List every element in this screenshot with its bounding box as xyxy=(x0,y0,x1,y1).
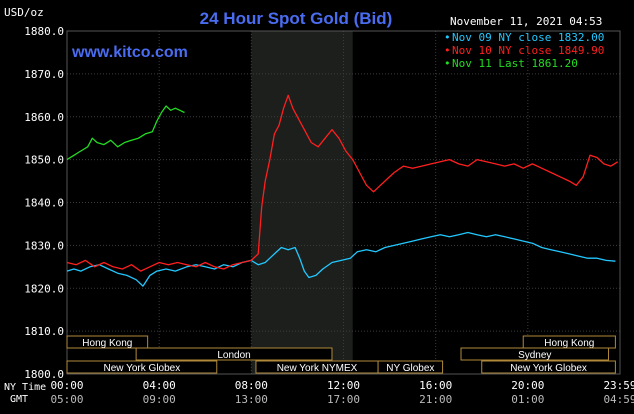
gmt-label: GMT xyxy=(10,394,28,405)
legend-entry: Nov 09 NY close 1832.00 xyxy=(452,31,604,44)
x-tick-label-ny: 00:00 xyxy=(50,379,83,392)
market-session-box xyxy=(66,335,149,349)
ny-time-label: NY Time xyxy=(4,382,46,393)
legend: • Nov 09 NY close 1832.00• Nov 10 NY close… xyxy=(444,31,604,70)
y-tick-label: 1800.0 xyxy=(24,368,64,381)
y-axis-unit-label: USD/oz xyxy=(4,6,44,19)
series-line-2 xyxy=(66,105,185,161)
y-tick-label: 1870.0 xyxy=(24,68,64,81)
y-tick-label: 1840.0 xyxy=(24,197,64,210)
y-tick-label: 1850.0 xyxy=(24,154,64,167)
x-tick-label-gmt: 13:00 xyxy=(235,393,268,406)
plot-frame xyxy=(66,30,621,375)
market-session-box xyxy=(481,360,616,374)
market-session-label: Sydney xyxy=(518,350,551,361)
market-session-box xyxy=(135,347,333,361)
y-tick-label: 1860.0 xyxy=(24,111,64,124)
market-session-box xyxy=(66,360,218,374)
x-tick-label-ny: 23:59 xyxy=(603,379,634,392)
y-tick-label: 1810.0 xyxy=(24,325,64,338)
market-session-box xyxy=(377,360,444,374)
y-tick-label: 1880.0 xyxy=(24,25,64,38)
legend-marker: • xyxy=(444,44,451,57)
legend-marker: • xyxy=(444,57,451,70)
x-tick-label-gmt: 01:00 xyxy=(511,393,544,406)
x-tick-label-gmt: 05:00 xyxy=(50,393,83,406)
x-tick-label-ny: 08:00 xyxy=(235,379,268,392)
x-tick-label-ny: 20:00 xyxy=(511,379,544,392)
market-session-label: New York Globex xyxy=(510,363,587,374)
legend-entry: Nov 10 NY close 1849.90 xyxy=(452,44,604,57)
y-tick-label: 1830.0 xyxy=(24,239,64,252)
legend-entry: Nov 11 Last 1861.20 xyxy=(452,57,578,70)
x-tick-label-ny: 04:00 xyxy=(143,379,176,392)
brand-link[interactable]: www.kitco.com xyxy=(71,44,188,61)
x-tick-label-gmt: 04:59 xyxy=(603,393,634,406)
legend-marker: • xyxy=(444,31,451,44)
market-session-label: New York NYMEX xyxy=(277,363,358,374)
series-line-0 xyxy=(66,231,616,287)
date-label: November 11, 2021 04:53 xyxy=(450,15,602,28)
x-tick-label-ny: 12:00 xyxy=(327,379,360,392)
x-tick-label-gmt: 21:00 xyxy=(419,393,452,406)
series-line-1 xyxy=(66,94,619,272)
market-session-label: Hong Kong xyxy=(544,338,594,349)
x-tick-label-ny: 16:00 xyxy=(419,379,452,392)
chart-title: 24 Hour Spot Gold (Bid) xyxy=(200,9,393,28)
x-tick-label-gmt: 17:00 xyxy=(327,393,360,406)
market-session-label: New York Globex xyxy=(104,363,181,374)
market-session-box xyxy=(460,347,609,361)
x-tick-label-gmt: 09:00 xyxy=(143,393,176,406)
market-session-label: London xyxy=(217,350,250,361)
y-tick-label: 1820.0 xyxy=(24,282,64,295)
market-session-label: NY Globex xyxy=(386,363,434,374)
market-session-label: Hong Kong xyxy=(82,338,132,349)
